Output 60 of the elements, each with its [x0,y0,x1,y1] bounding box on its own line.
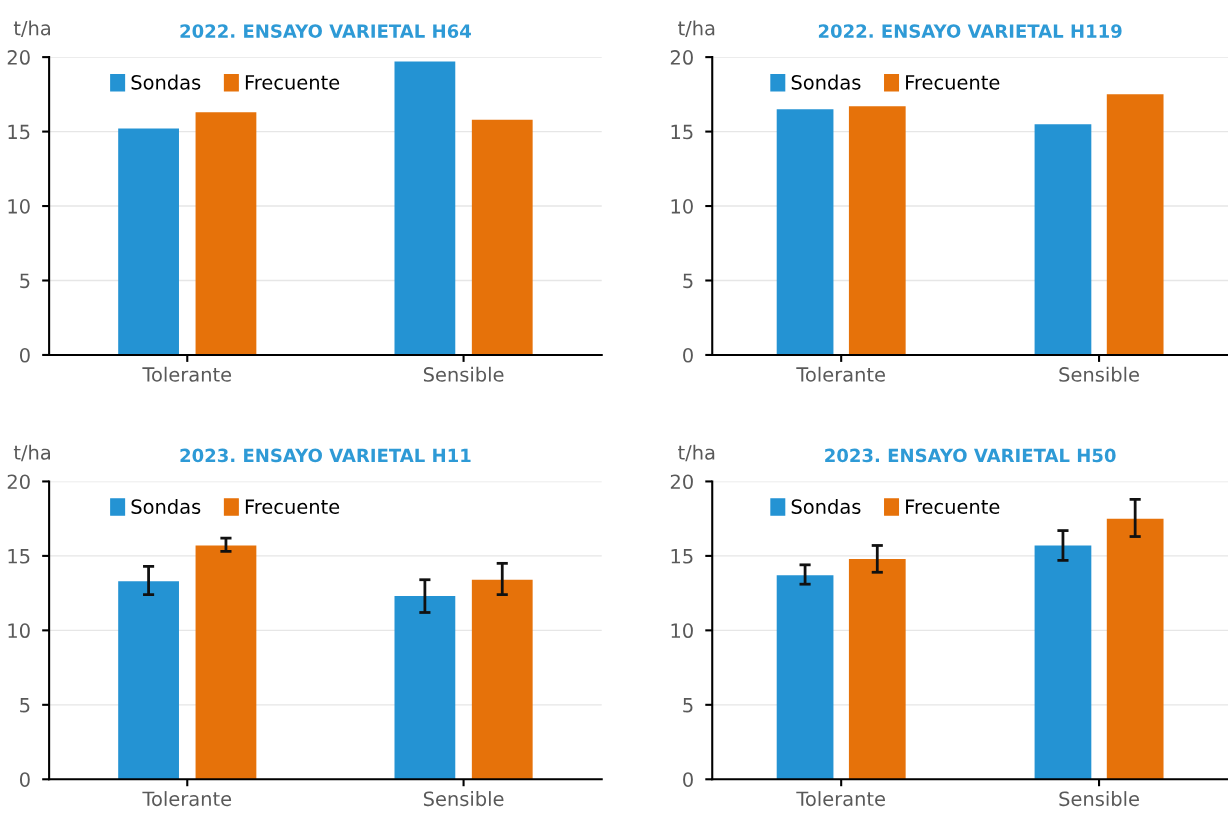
x-tick-label: Sensible [1059,791,1139,807]
y-tick-label: 0 [19,772,30,787]
y-axis-title: t/ha [13,20,50,38]
bar [394,61,456,355]
bar [118,128,179,355]
legend-label: Sondas [131,74,201,90]
x-tick-label: Tolerante [142,791,232,807]
y-tick-label: 0 [683,347,693,363]
bar [118,581,179,780]
x-tick-label: Tolerante [796,791,885,807]
bar [1106,94,1164,355]
y-tick-label: 20 [670,474,693,490]
legend-label: Frecuente [906,75,1000,90]
y-tick-label: 5 [20,273,30,289]
chart-title: 2022. ENSAYO VARIETAL H119 [818,24,1122,38]
bar [1034,124,1092,355]
y-tick-label: 15 [8,549,30,564]
bar [195,112,257,355]
legend-label: Frecuente [906,499,1000,514]
bar [471,579,533,780]
y-tick-label: 5 [20,698,30,713]
x-tick-label: Sensible [1059,366,1139,382]
y-tick-label: 15 [671,124,693,140]
legend-label: Sondas [791,74,861,90]
bar [776,575,834,780]
chart-title: 2023. ENSAYO VARIETAL H50 [825,448,1116,463]
y-tick-label: 0 [19,347,30,363]
legend-label: Frecuente [245,499,340,514]
x-tick-label: Tolerante [142,366,232,382]
legend-label: Sondas [791,498,861,514]
y-tick-label: 5 [683,273,693,289]
bar [1034,545,1092,780]
bar [394,596,456,780]
bar [776,109,834,355]
y-tick-label: 20 [7,50,30,65]
bar [1106,518,1164,780]
legend-label: Frecuente [245,75,340,90]
y-tick-label: 0 [683,772,693,787]
y-axis-title: t/ha [13,444,50,462]
x-tick-label: Sensible [423,366,504,382]
chart-title: 2023. ENSAYO VARIETAL H11 [180,448,471,463]
chart-title: 2022. ENSAYO VARIETAL H64 [180,24,471,38]
bar [848,558,906,780]
y-axis-title: t/ha [678,20,715,38]
y-tick-label: 10 [671,623,693,639]
legend-label: Sondas [131,498,201,514]
y-tick-label: 20 [670,50,693,65]
x-tick-label: Sensible [423,791,504,807]
bar [848,106,906,355]
y-axis-title: t/ha [678,444,715,462]
y-tick-label: 15 [8,124,30,140]
y-tick-label: 10 [671,199,693,214]
x-tick-label: Tolerante [796,366,885,382]
y-tick-label: 20 [7,474,30,490]
y-tick-label: 10 [8,199,30,214]
y-tick-label: 5 [683,698,693,713]
y-tick-label: 10 [8,623,30,639]
bar [195,545,257,780]
bar [471,119,533,355]
y-tick-label: 15 [671,549,693,564]
